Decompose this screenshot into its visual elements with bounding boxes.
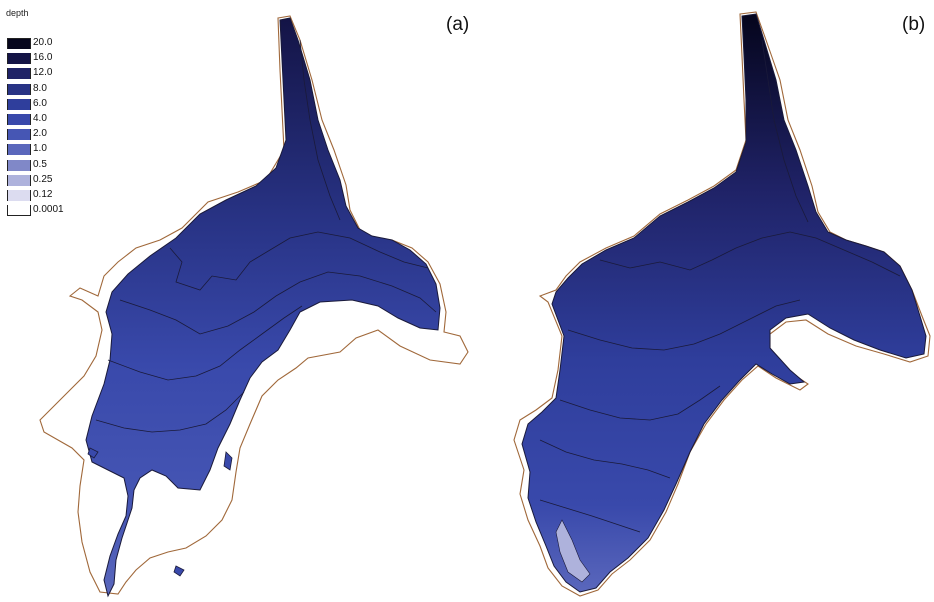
legend-entry: 8.0 <box>7 84 87 96</box>
legend-swatch <box>7 205 31 216</box>
legend-label: 0.12 <box>33 189 52 200</box>
legend-swatch <box>7 190 31 201</box>
legend-entry: 1.0 <box>7 144 87 156</box>
legend-swatch <box>7 129 31 140</box>
legend-swatch <box>7 38 31 49</box>
legend-entry: 20.0 <box>7 38 87 50</box>
panel-b-map <box>514 12 930 596</box>
legend-title: depth <box>6 8 29 18</box>
legend-swatch <box>7 175 31 186</box>
legend-label: 1.0 <box>33 143 47 154</box>
legend-entry: 6.0 <box>7 99 87 111</box>
legend-entry: 0.12 <box>7 190 87 202</box>
legend-swatch <box>7 114 31 125</box>
legend-entry: 0.5 <box>7 160 87 172</box>
legend-label: 6.0 <box>33 98 47 109</box>
legend-label: 16.0 <box>33 52 52 63</box>
panel-a-water <box>86 18 440 596</box>
legend-swatch <box>7 84 31 95</box>
legend-label: 20.0 <box>33 37 52 48</box>
legend-swatch <box>7 99 31 110</box>
legend-label: 8.0 <box>33 83 47 94</box>
legend-label: 12.0 <box>33 67 52 78</box>
panel-b-water <box>522 14 926 592</box>
panel-a-map <box>40 16 468 596</box>
legend-entry: 16.0 <box>7 53 87 65</box>
panel-a-island <box>224 452 232 470</box>
legend-entry: 0.0001 <box>7 205 87 217</box>
legend-entry: 2.0 <box>7 129 87 141</box>
legend-swatch <box>7 53 31 64</box>
legend-entry: 4.0 <box>7 114 87 126</box>
legend-label: 2.0 <box>33 128 47 139</box>
legend-label: 0.5 <box>33 159 47 170</box>
legend-entry: 0.25 <box>7 175 87 187</box>
panel-b-label: (b) <box>902 14 925 36</box>
legend-swatch <box>7 144 31 155</box>
legend-label: 4.0 <box>33 113 47 124</box>
panel-a-island <box>174 566 184 576</box>
legend-swatch <box>7 68 31 79</box>
legend-label: 0.0001 <box>33 204 64 215</box>
legend-entry: 12.0 <box>7 68 87 80</box>
legend-swatch <box>7 160 31 171</box>
panel-a-label: (a) <box>446 14 469 36</box>
depth-legend: depth 20.0 16.0 12.0 8.0 6.0 4.0 2.0 1.0 0.5 0.25… <box>0 0 90 240</box>
legend-label: 0.25 <box>33 174 52 185</box>
